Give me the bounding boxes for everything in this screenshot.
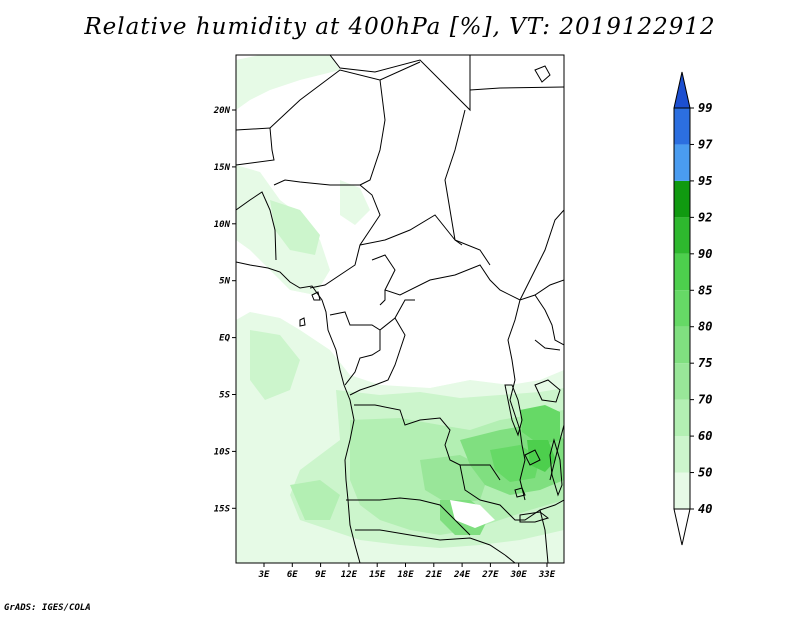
lon-tick-label: 9E xyxy=(315,570,326,580)
lat-tick-label: 10N xyxy=(214,220,231,230)
colorbar-label: 97 xyxy=(698,137,713,151)
lakes xyxy=(299,65,563,523)
colorbar-label: 85 xyxy=(698,283,712,297)
colorbar: 40 50 60 70 75 80 85 90 92 95 97 99 xyxy=(673,71,713,546)
lat-tick-label: 5N xyxy=(219,277,230,287)
lon-tick-label: 30E xyxy=(510,570,528,580)
lon-tick-label: 27E xyxy=(481,570,499,580)
colorbar-swatch xyxy=(674,180,690,218)
colorbar-label: 75 xyxy=(698,356,712,370)
lat-tick-label: 15S xyxy=(214,504,231,514)
lon-tick-label: 3E xyxy=(258,570,270,580)
lat-tick-label: 20N xyxy=(213,106,231,116)
latitude-axis: 20N 15N 10N 5N EQ 5S 10S 15S xyxy=(213,106,236,514)
colorbar-swatch xyxy=(674,108,690,145)
lat-tick-label: EQ xyxy=(219,334,230,344)
longitude-axis: 3E 6E 9E 12E 15E 18E 21E 24E 27E 30E 33E xyxy=(258,563,556,580)
lon-tick-label: 18E xyxy=(397,570,414,580)
lon-tick-label: 33E xyxy=(538,570,556,580)
colorbar-label: 60 xyxy=(698,429,712,443)
colorbar-swatch xyxy=(674,326,690,364)
colorbar-label: 95 xyxy=(698,174,712,188)
lat-tick-label: 10S xyxy=(214,447,231,457)
colorbar-swatch xyxy=(674,290,690,327)
lat-tick-label: 15N xyxy=(214,163,231,173)
colorbar-swatch xyxy=(674,144,690,181)
grads-credit: GrADS: IGES/COLA xyxy=(4,603,91,613)
lon-tick-label: 21E xyxy=(425,570,443,580)
colorbar-swatch xyxy=(674,472,690,509)
lon-tick-label: 6E xyxy=(287,570,298,580)
map-title: Relative humidity at 400hPa [%], VT: 201… xyxy=(84,14,716,40)
lat-tick-label: 5S xyxy=(219,391,230,401)
colorbar-label: 50 xyxy=(698,466,712,480)
colorbar-label: 99 xyxy=(698,101,712,115)
lon-tick-label: 12E xyxy=(341,570,358,580)
colorbar-label: 40 xyxy=(698,502,712,516)
country-borders xyxy=(236,55,564,563)
colorbar-swatch xyxy=(674,399,690,437)
colorbar-label: 92 xyxy=(698,210,712,224)
colorbar-label: 80 xyxy=(698,320,712,334)
colorbar-swatch xyxy=(674,363,690,400)
colorbar-swatch xyxy=(674,217,690,254)
colorbar-label: 90 xyxy=(698,247,712,261)
colorbar-swatch xyxy=(674,253,690,291)
colorbar-label: 70 xyxy=(698,393,712,407)
colorbar-swatch xyxy=(674,436,690,473)
lon-tick-label: 24E xyxy=(453,570,471,580)
lon-tick-label: 15E xyxy=(369,570,386,580)
map-frame xyxy=(235,54,565,564)
